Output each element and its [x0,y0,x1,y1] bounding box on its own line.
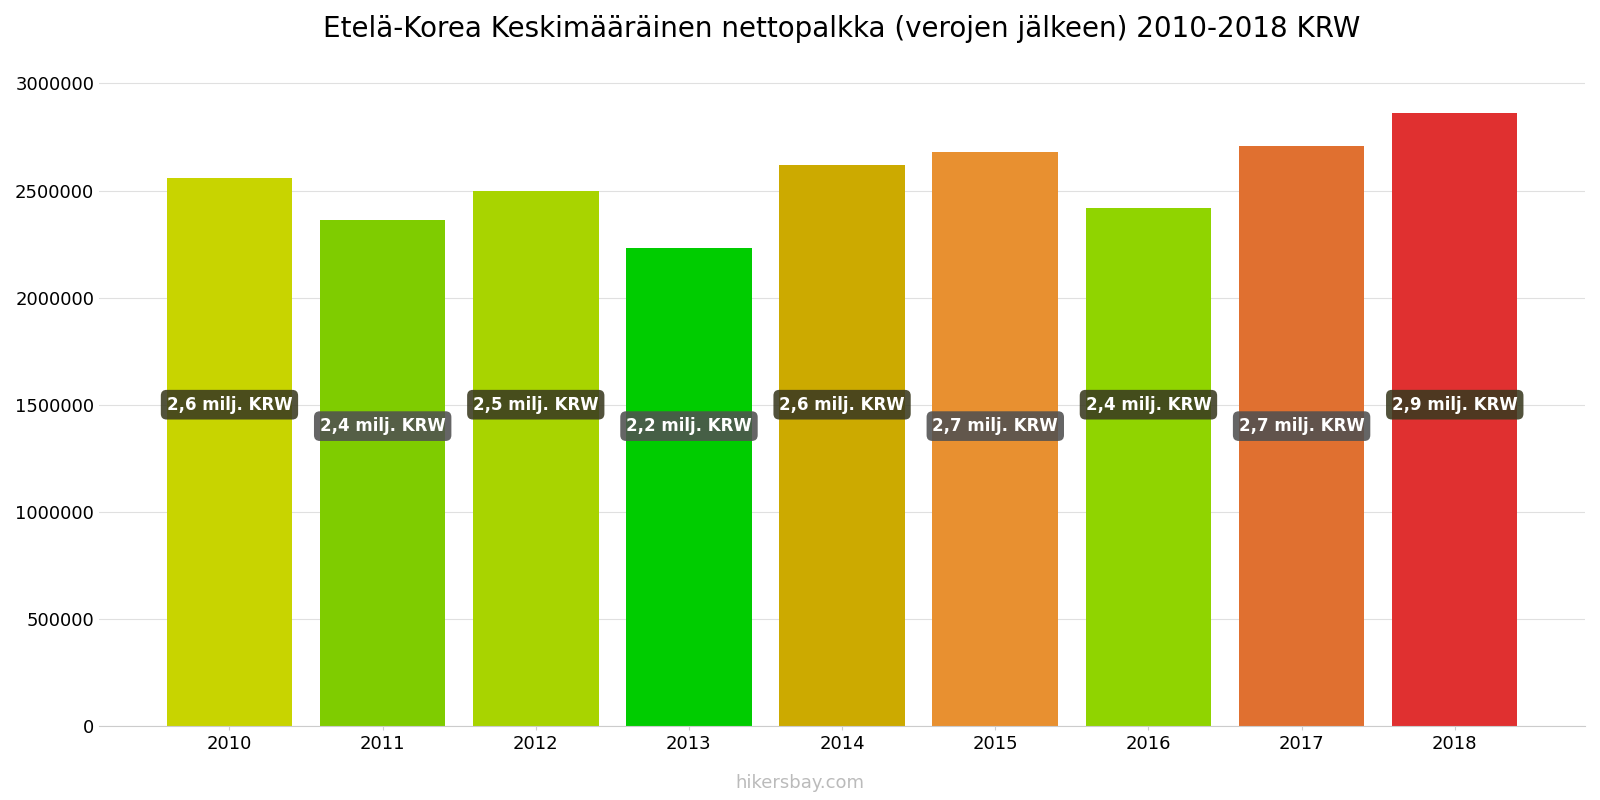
Text: 2,6 milj. KRW: 2,6 milj. KRW [779,396,906,414]
Bar [166,178,293,726]
Bar [1392,114,1517,726]
Text: 2,7 milj. KRW: 2,7 milj. KRW [1238,417,1365,435]
Text: 2,4 milj. KRW: 2,4 milj. KRW [1085,396,1211,414]
Text: 2,9 milj. KRW: 2,9 milj. KRW [1392,396,1518,414]
Bar [1085,208,1211,726]
Text: 2,4 milj. KRW: 2,4 milj. KRW [320,417,445,435]
Text: 2,6 milj. KRW: 2,6 milj. KRW [166,396,293,414]
Bar [320,221,445,726]
Bar [626,248,752,726]
Text: 2,7 milj. KRW: 2,7 milj. KRW [933,417,1058,435]
Bar [779,165,906,726]
Text: 2,2 milj. KRW: 2,2 milj. KRW [626,417,752,435]
Bar [474,190,598,726]
Bar [1238,146,1365,726]
Text: hikersbay.com: hikersbay.com [736,774,864,792]
Title: Etelä-Korea Keskimääräinen nettopalkka (verojen jälkeen) 2010-2018 KRW: Etelä-Korea Keskimääräinen nettopalkka (… [323,15,1360,43]
Bar [933,152,1058,726]
Text: 2,5 milj. KRW: 2,5 milj. KRW [474,396,598,414]
